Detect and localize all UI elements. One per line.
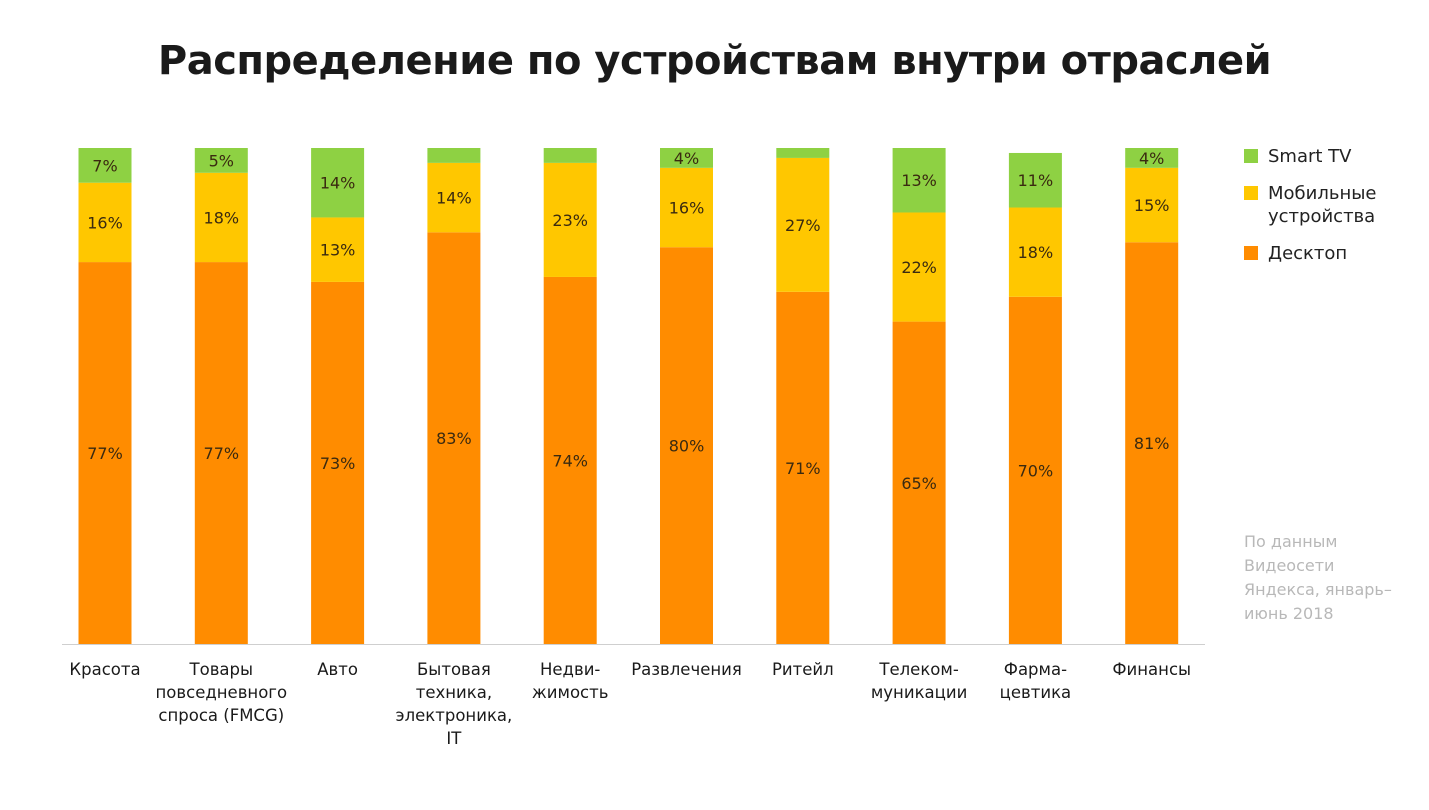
- category-label: Телеком-муникации: [871, 660, 967, 702]
- source-note: По данным Видеосети Яндекса, январь–июнь…: [1244, 532, 1392, 623]
- data-label: 23%: [552, 211, 588, 230]
- data-label: 16%: [87, 213, 123, 232]
- bar-segment-mobile: [543, 162, 597, 277]
- bar-segment-desktop: [311, 281, 365, 644]
- data-label: 16%: [669, 199, 705, 218]
- legend-item-smart-tv: Smart TV: [1244, 145, 1418, 168]
- bar-segment-mobile: [427, 162, 481, 233]
- bar-segment-smart-tv: [543, 148, 597, 163]
- data-label: 71%: [785, 459, 821, 478]
- data-label: 18%: [204, 208, 240, 227]
- bar-segment-mobile: [194, 172, 248, 263]
- legend-item-mobile: Мобильные устройства: [1244, 182, 1418, 228]
- data-label: 14%: [436, 189, 472, 208]
- legend-label-smart-tv: Smart TV: [1268, 146, 1352, 167]
- bar-segment-smart-tv: [1008, 152, 1062, 208]
- bar-segment-smart-tv: [660, 148, 713, 168]
- data-label: 73%: [320, 454, 356, 473]
- bar-segment-desktop: [1008, 296, 1062, 644]
- bar-segment-mobile: [78, 182, 132, 263]
- data-label: 65%: [901, 474, 937, 493]
- bar-segment-smart-tv: [194, 148, 248, 173]
- category-label: Красота: [69, 660, 140, 679]
- bar-segment-desktop: [427, 232, 481, 644]
- bar-segment-smart-tv: [311, 148, 365, 218]
- data-label: 81%: [1134, 434, 1170, 453]
- legend: Smart TV Мобильные устройства Десктоп: [1244, 145, 1418, 279]
- data-label: 14%: [320, 174, 356, 193]
- data-label: 83%: [436, 429, 472, 448]
- bar-segment-desktop: [543, 276, 597, 644]
- bar-segment-mobile: [311, 217, 365, 282]
- bar-segment-desktop: [78, 262, 132, 644]
- legend-label-mobile: Мобильные устройства: [1268, 183, 1377, 227]
- bar-segment-desktop: [1125, 242, 1179, 645]
- data-label: 18%: [1018, 243, 1054, 262]
- legend-swatch-mobile: [1244, 186, 1258, 200]
- data-label: 7%: [92, 156, 117, 175]
- data-label: 13%: [901, 171, 937, 190]
- category-label: Бытовая техника, электроника, IT: [396, 660, 513, 748]
- bar-segment-desktop: [776, 291, 830, 644]
- bar-segment-mobile: [1125, 167, 1179, 243]
- data-label: 15%: [1134, 196, 1170, 215]
- legend-item-desktop: Десктоп: [1244, 242, 1418, 265]
- data-label: 70%: [1018, 461, 1054, 480]
- bar-segment-desktop: [660, 247, 713, 644]
- bar-segment-smart-tv: [1125, 148, 1179, 168]
- category-label: Развлечения: [631, 660, 742, 679]
- bar-segment-mobile: [776, 157, 830, 292]
- data-label: 27%: [785, 216, 821, 235]
- category-label: Товары повседневного спроса (FMCG): [156, 660, 288, 725]
- data-label: 5%: [209, 151, 234, 170]
- data-label: 13%: [320, 241, 356, 260]
- bar-segment-smart-tv: [892, 148, 946, 213]
- data-label: 11%: [1018, 171, 1054, 190]
- chart-title: Распределение по устройствам внутри отра…: [157, 38, 1272, 84]
- bar-segment-desktop: [194, 262, 248, 644]
- data-label: 80%: [669, 437, 705, 456]
- category-label: Ритейл: [772, 660, 834, 679]
- data-label: 4%: [674, 149, 699, 168]
- category-label: Финансы: [1112, 660, 1191, 679]
- bar-segment-smart-tv: [78, 148, 132, 183]
- legend-swatch-smart-tv: [1244, 149, 1258, 163]
- legend-swatch-desktop: [1244, 246, 1258, 260]
- bar-segment-mobile: [660, 167, 713, 248]
- category-label: Недви-жимость: [532, 660, 609, 702]
- bar-segment-smart-tv: [776, 148, 830, 158]
- bar-segment-smart-tv: [427, 148, 481, 163]
- category-label: Фарма-цевтика: [1000, 660, 1072, 702]
- bar-segment-desktop: [892, 321, 946, 644]
- bar-segment-mobile: [1008, 207, 1062, 297]
- bar-segment-mobile: [892, 212, 946, 322]
- legend-label-desktop: Десктоп: [1268, 243, 1348, 264]
- data-label: 4%: [1139, 149, 1164, 168]
- data-label: 77%: [204, 444, 240, 463]
- data-label: 22%: [901, 258, 937, 277]
- data-label: 74%: [552, 451, 588, 470]
- category-label: Авто: [317, 660, 358, 679]
- data-label: 77%: [87, 444, 123, 463]
